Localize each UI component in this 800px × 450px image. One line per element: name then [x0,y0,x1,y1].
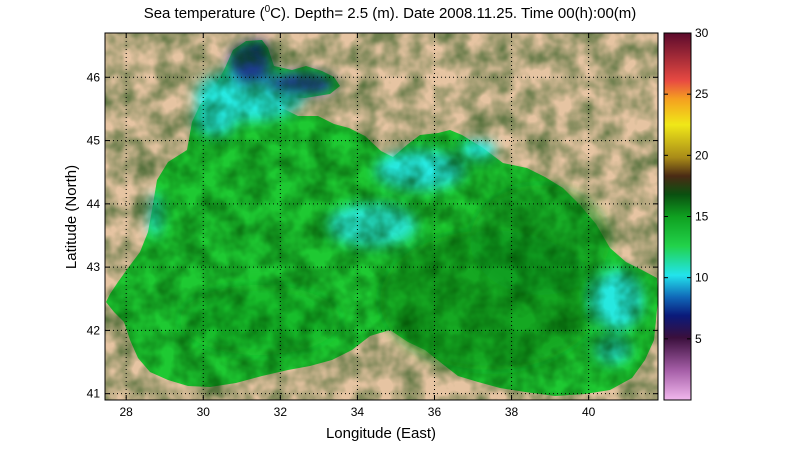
title-degree-sup: 0 [264,4,271,15]
y-tick-label: 44 [87,197,101,211]
colorbar-tick-label: 30 [695,26,709,40]
black-sea [105,33,658,400]
y-ticks: 41 42 43 44 45 46 [87,70,658,401]
x-axis-label: Longitude (East) [326,425,436,442]
colorbar-tick-label: 5 [695,332,702,346]
y-tick-label: 43 [87,260,101,274]
x-tick-label: 40 [582,405,596,419]
colorbar-ticks: 5 10 15 20 25 30 [664,26,709,346]
y-axis-label: Latitude (North) [63,165,80,269]
y-tick-label: 42 [87,323,101,337]
colorbar-tick-label: 20 [695,148,709,162]
colorbar-tick-label: 10 [695,271,709,285]
title-suffix: C). Depth= 2.5 (m). Date 2008.11.25. Tim… [270,5,637,22]
colorbar-gradient [663,32,692,401]
title-prefix: Sea temperature ( [143,5,265,22]
colorbar-tick-label: 25 [695,87,709,101]
x-tick-label: 38 [505,405,519,419]
x-tick-label: 30 [197,405,211,419]
y-tick-label: 46 [87,70,101,84]
colorbar-tick-label: 15 [695,210,709,224]
x-tick-label: 36 [428,405,442,419]
x-tick-label: 32 [274,405,288,419]
y-tick-label: 41 [87,387,101,401]
grid [105,33,658,400]
colorbar: 5 10 15 20 25 30 [663,26,709,401]
plot-frame [104,32,659,401]
x-tick-label: 34 [351,405,365,419]
x-ticks: 28 30 32 34 36 38 40 [120,33,596,419]
y-tick-label: 45 [87,134,101,148]
plot-title: Sea temperature (0C). Depth= 2.5 (m). Da… [0,4,780,22]
x-tick-label: 28 [120,405,134,419]
